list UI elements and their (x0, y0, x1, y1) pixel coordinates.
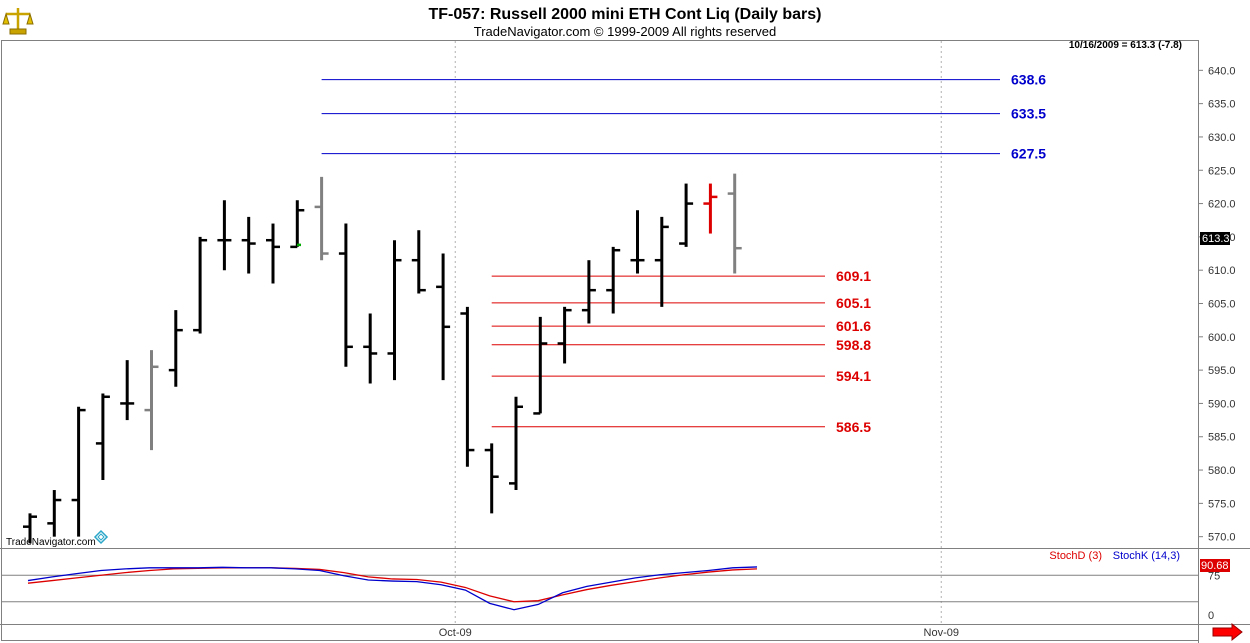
price-tick-label: 590.0 (1208, 398, 1236, 410)
level-label: 601.6 (836, 318, 871, 334)
level-label: 627.5 (1011, 146, 1046, 162)
ohlc-bar (120, 360, 135, 421)
price-tick-label: 630.0 (1208, 132, 1236, 144)
price-tick-label: 600.0 (1208, 332, 1236, 344)
ohlc-bar (606, 246, 621, 314)
chart-title: TF-057: Russell 2000 mini ETH Cont Liq (… (429, 6, 822, 23)
ohlc-bar (266, 223, 280, 284)
ohlc-bars (23, 173, 742, 544)
ohlc-bar (460, 306, 475, 467)
ohlc-bar (679, 183, 694, 247)
price-tick-label: 625.0 (1208, 165, 1236, 177)
ohlc-bar (168, 310, 183, 387)
indicator-series-line (27, 566, 758, 611)
price-tick-label: 570.0 (1208, 532, 1236, 544)
legend-stochd: StochD (3) (1049, 550, 1102, 562)
scroll-right-arrow-icon[interactable] (1212, 622, 1243, 642)
ohlc-bar (290, 200, 305, 249)
price-tick-label: 575.0 (1208, 498, 1236, 510)
price-tick-label: 595.0 (1208, 365, 1236, 377)
level-label: 609.1 (836, 268, 871, 284)
level-label: 594.1 (836, 368, 871, 384)
ohlc-bar (387, 240, 402, 381)
price-tick-label: 640.0 (1208, 65, 1236, 77)
ohlc-bar (630, 210, 645, 274)
price-tick-label: 635.0 (1208, 99, 1236, 111)
indicator-last-value-label: 90.68 (1201, 560, 1229, 572)
trade-navigator-logo-icon (2, 8, 34, 35)
date-tick-label: Nov-09 (924, 627, 959, 639)
indicator-last-value-marker (1200, 559, 1230, 572)
price-tick-label: 605.0 (1208, 299, 1236, 311)
ohlc-bar (71, 406, 86, 537)
ohlc-bar (23, 513, 37, 544)
ohlc-bar (47, 490, 62, 537)
last-price-marker (1200, 232, 1230, 245)
vertical-grid-lines (454, 41, 942, 624)
level-label: 586.5 (836, 419, 871, 435)
indicator-tick-label: 75 (1208, 570, 1220, 582)
ohlc-bar (338, 223, 353, 367)
ohlc-bar (241, 216, 256, 274)
ohlc-bar (411, 230, 426, 294)
ohlc-bar (654, 216, 669, 307)
diamond-marker-icon (93, 529, 109, 545)
price-tick-label: 580.0 (1208, 465, 1236, 477)
ohlc-bar (509, 396, 523, 491)
level-label: 598.8 (836, 337, 871, 353)
level-label: 638.6 (1011, 72, 1046, 88)
ohlc-bar (727, 173, 742, 274)
level-label: 605.1 (836, 295, 871, 311)
ohlc-bar (144, 350, 159, 451)
ohlc-bar (314, 176, 329, 261)
date-tick-label: Oct-09 (439, 627, 472, 639)
indicator-tick-label: 0 (1208, 610, 1214, 622)
legend-stochk: StochK (14,3) (1113, 550, 1180, 562)
price-tick-label: 620.0 (1208, 199, 1236, 211)
last-price-label: 613.3 (1202, 233, 1230, 245)
ohlc-bar (581, 260, 596, 324)
price-tick-label: 610.0 (1208, 265, 1236, 277)
ohlc-bar (217, 200, 232, 271)
price-tick-label: 585.0 (1208, 432, 1236, 444)
ohlc-bar (193, 236, 208, 334)
indicator-series-line (27, 567, 758, 603)
ohlc-bar (533, 316, 548, 415)
status-readout: 10/16/2009 = 613.3 (-7.8) (1069, 40, 1182, 51)
stochastic-indicator: 0 75 (1, 566, 1220, 622)
ohlc-bar (557, 306, 572, 364)
price-levels: 638.6 633.5 627.5 609.1 605.1 601.6 598.8 594.1… (321, 72, 1046, 435)
watermark-text: TradeNavigator.com (6, 537, 96, 548)
ohlc-bar (484, 443, 499, 514)
chart-subtitle: TradeNavigator.com © 1999-2009 All right… (474, 24, 776, 39)
date-axis: Oct-09 Nov-09 (439, 627, 959, 639)
level-label: 633.5 (1011, 106, 1046, 122)
ohlc-bar (95, 393, 110, 481)
ohlc-bar (436, 253, 451, 381)
ohlc-bar (363, 313, 378, 384)
ohlc-bar (703, 183, 718, 234)
